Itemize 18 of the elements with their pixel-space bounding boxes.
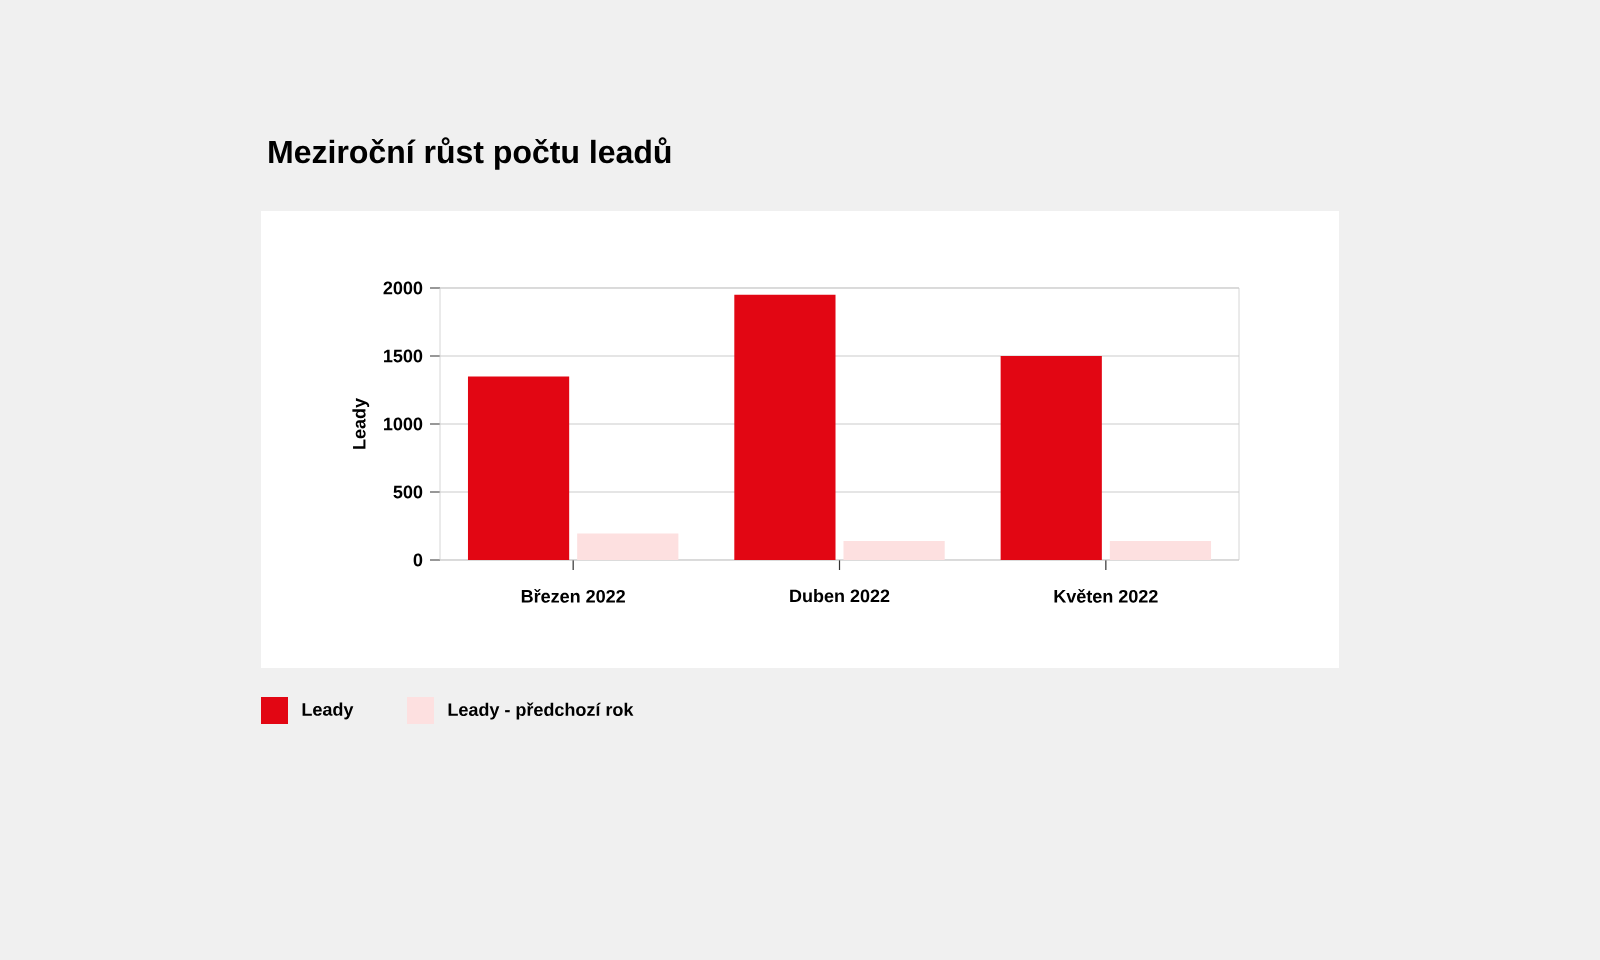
x-tick-label: Duben 2022	[790, 589, 890, 603]
y-tick-label: 0	[413, 553, 423, 567]
y-tick-label: 2000	[383, 281, 423, 295]
y-tick-label: 1000	[384, 417, 423, 431]
legend-label: Leady	[302, 702, 354, 720]
bar	[1000, 356, 1102, 560]
legend-label: Leady - předchozí rok	[448, 702, 634, 720]
x-tick-label: Květen 2022	[1054, 589, 1158, 603]
y-tick-label: 1500	[384, 349, 423, 363]
bar	[577, 533, 679, 560]
chart-title: Meziroční růst počtu leadů	[269, 137, 671, 170]
bar	[467, 376, 570, 560]
y-axis-title: Leady	[352, 398, 370, 449]
bar	[734, 294, 836, 560]
x-tick-label: Březen 2022	[521, 589, 625, 603]
bar	[1109, 540, 1212, 560]
y-tick-label: 500	[393, 485, 423, 499]
bar	[843, 540, 945, 560]
